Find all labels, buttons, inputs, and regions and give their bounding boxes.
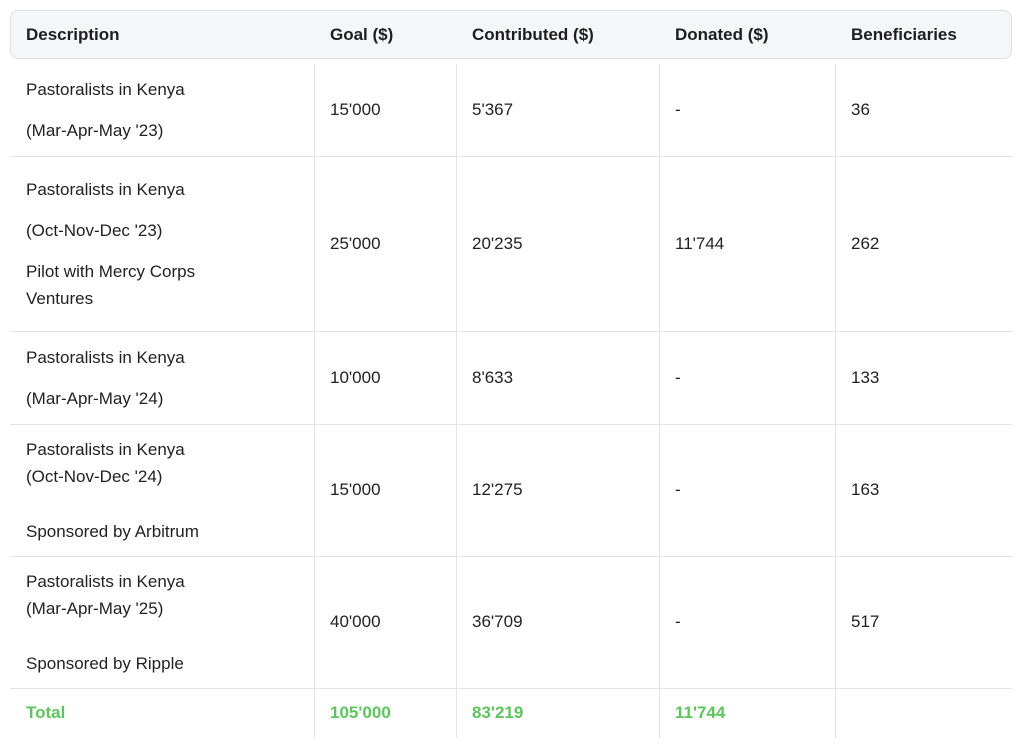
description-line: Ventures [26, 288, 94, 308]
value-cell: 36'709 [472, 612, 523, 631]
value-cell: 8'633 [472, 367, 514, 387]
value-cell: 20'235 [472, 233, 523, 253]
description-paragraph: Pastoralists in Kenya [26, 344, 185, 371]
value-cell: 10'000 [330, 367, 381, 387]
value-cell: - [675, 480, 681, 499]
description-line: Pastoralists in Kenya [26, 80, 185, 99]
value-cell: 12'275 [472, 480, 523, 499]
column-header: Donated ($) [675, 24, 769, 44]
description-cell: Pastoralists in Kenya (Mar-Apr-May '23) [10, 64, 314, 156]
description-line: Pilot with Mercy Corps [26, 261, 196, 281]
description-line: (Oct-Nov-Dec '24) [26, 466, 163, 486]
description-line: Pastoralists in Kenya [26, 571, 185, 591]
description-paragraph: Sponsored by Ripple [26, 650, 184, 677]
column-header: Contributed ($) [472, 24, 594, 44]
description-paragraph: Pastoralists in Kenya [26, 176, 185, 203]
row-divider [10, 156, 1012, 157]
value-cell: 5'367 [472, 100, 514, 119]
description-line: (Mar-Apr-May '23) [26, 121, 164, 140]
description-line: (Mar-Apr-May '24) [26, 388, 164, 408]
column-divider [659, 64, 660, 738]
description-cell: Pastoralists in Kenya (Oct-Nov-Dec '24) Sp… [10, 424, 314, 556]
description-line: Pastoralists in Kenya [26, 179, 185, 199]
description-paragraph: Sponsored by Arbitrum [26, 518, 199, 545]
column-divider [314, 64, 315, 738]
description-line: Pastoralists in Kenya [26, 347, 185, 367]
value-cell: 15'000 [330, 480, 381, 499]
value-cell: 11'744 [675, 233, 725, 253]
value-cell: 15'000 [330, 100, 381, 119]
description-paragraph: Pastoralists in Kenya (Oct-Nov-Dec '24) [26, 436, 185, 490]
description-paragraph: Pastoralists in Kenya (Mar-Apr-May '25) [26, 568, 185, 622]
value-cell: 36 [851, 100, 870, 119]
total-value: 105'000 [330, 703, 391, 722]
row-divider [10, 688, 1012, 689]
description-line: (Oct-Nov-Dec '23) [26, 220, 163, 240]
header-bar [10, 10, 1012, 59]
value-cell: 262 [851, 233, 880, 253]
total-label: Total [26, 703, 66, 722]
value-cell: - [675, 367, 681, 387]
value-cell: 133 [851, 367, 880, 387]
description-line: Pastoralists in Kenya [26, 439, 185, 459]
value-cell: - [675, 612, 681, 631]
description-paragraph: (Mar-Apr-May '23) [26, 117, 163, 144]
total-value: 11'744 [675, 703, 726, 722]
description-line: (Mar-Apr-May '25) [26, 598, 164, 618]
column-divider [456, 64, 457, 738]
column-header: Description [26, 24, 120, 44]
description-cell: Pastoralists in Kenya (Oct-Nov-Dec '23) Pi… [10, 156, 314, 331]
row-divider [10, 424, 1012, 425]
value-cell: 40'000 [330, 612, 381, 631]
description-cell: Pastoralists in Kenya (Mar-Apr-May '25) Sp… [10, 556, 314, 688]
column-header: Beneficiaries [851, 24, 957, 44]
description-line: Sponsored by Ripple [26, 653, 184, 673]
column-header: Goal ($) [330, 24, 394, 44]
value-cell: - [675, 100, 681, 119]
row-divider [10, 331, 1012, 332]
description-paragraph: (Oct-Nov-Dec '23) [26, 217, 162, 244]
description-paragraph: Pastoralists in Kenya [26, 76, 185, 103]
description-paragraph: Pilot with Mercy Corps Ventures [26, 258, 195, 312]
column-divider [835, 64, 836, 738]
description-cell: Pastoralists in Kenya (Mar-Apr-May '24) [10, 331, 314, 424]
description-line: Sponsored by Arbitrum [26, 521, 199, 541]
value-cell: 25'000 [330, 233, 381, 253]
value-cell: 163 [851, 480, 880, 499]
total-value: 83'219 [472, 703, 524, 722]
value-cell: 517 [851, 612, 880, 631]
description-paragraph: (Mar-Apr-May '24) [26, 385, 163, 412]
row-divider [10, 556, 1012, 557]
